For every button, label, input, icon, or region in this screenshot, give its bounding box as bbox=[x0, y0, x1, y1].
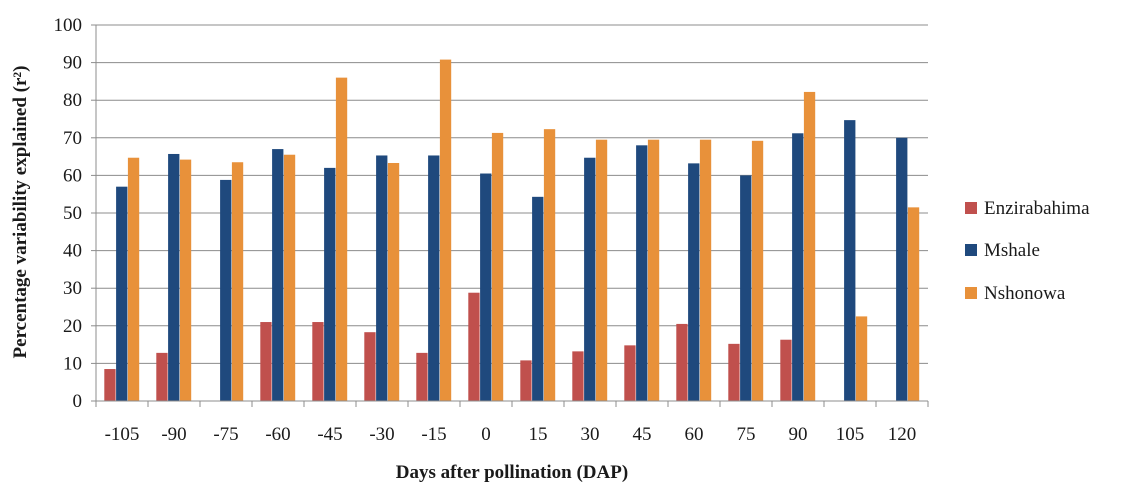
x-tick-label: 30 bbox=[581, 424, 600, 445]
bar-nshonowa--45 bbox=[335, 77, 348, 401]
x-tick-label: -60 bbox=[265, 424, 290, 445]
x-tick-label: 120 bbox=[888, 424, 917, 445]
y-tick-label: 80 bbox=[63, 90, 82, 111]
x-tick-label: 75 bbox=[737, 424, 756, 445]
legend-swatch-mshale bbox=[965, 244, 977, 256]
x-tick-label: 60 bbox=[685, 424, 704, 445]
x-tick-label: 105 bbox=[836, 424, 865, 445]
bar-nshonowa-120 bbox=[907, 207, 920, 401]
bar-enzirabahima-30 bbox=[572, 351, 584, 401]
bar-mshale-105 bbox=[844, 120, 856, 402]
bar-nshonowa-90 bbox=[803, 91, 816, 401]
bar-enzirabahima-90 bbox=[780, 339, 792, 401]
bar-mshale-90 bbox=[792, 133, 804, 401]
y-tick-label: 70 bbox=[63, 128, 82, 149]
x-tick-label: 45 bbox=[633, 424, 652, 445]
bar-mshale-30 bbox=[584, 157, 596, 401]
bar-nshonowa-30 bbox=[595, 139, 608, 401]
bar-nshonowa--105 bbox=[127, 157, 140, 401]
bar-enzirabahima--15 bbox=[416, 352, 428, 401]
axes: 0 10 20 30 40 50 60 70 80 90 100 -105 -90 -75 -60 -45 -3… bbox=[54, 15, 929, 445]
bar-mshale--45 bbox=[324, 167, 336, 401]
x-tick-label: -45 bbox=[317, 424, 342, 445]
bar-mshale-15 bbox=[532, 196, 544, 401]
bar-enzirabahima-0 bbox=[468, 292, 480, 401]
bar-mshale-60 bbox=[688, 163, 700, 401]
bar-mshale--75 bbox=[220, 179, 232, 401]
bar-nshonowa-15 bbox=[543, 129, 556, 402]
bar-mshale--15 bbox=[428, 155, 440, 401]
bar-nshonowa--90 bbox=[179, 159, 192, 401]
bar-nshonowa--15 bbox=[439, 59, 452, 401]
x-tick-label: 0 bbox=[481, 424, 491, 445]
legend-swatch-enzirabahima bbox=[965, 202, 977, 214]
bar-mshale--105 bbox=[116, 186, 128, 401]
legend-label-nshonowa: Nshonowa bbox=[984, 283, 1066, 304]
bar-nshonowa-45 bbox=[647, 139, 660, 401]
y-tick-label: 90 bbox=[63, 53, 82, 74]
x-tick-label: 90 bbox=[789, 424, 808, 445]
y-tick-label: 0 bbox=[73, 391, 83, 412]
bar-nshonowa-60 bbox=[699, 139, 712, 401]
x-tick-label: -75 bbox=[213, 424, 238, 445]
bar-mshale-0 bbox=[480, 173, 492, 401]
bar-nshonowa--30 bbox=[387, 162, 400, 401]
legend-label-enzirabahima: Enzirabahima bbox=[984, 198, 1090, 219]
bar-nshonowa-105 bbox=[855, 316, 868, 401]
bar-enzirabahima--90 bbox=[156, 352, 168, 401]
x-axis-title: Days after pollination (DAP) bbox=[396, 462, 628, 483]
bar-enzirabahima-75 bbox=[728, 343, 740, 401]
bar-mshale--60 bbox=[272, 149, 284, 401]
x-tick-label: -15 bbox=[421, 424, 446, 445]
bars bbox=[104, 59, 920, 402]
y-tick-label: 40 bbox=[63, 241, 82, 262]
bar-mshale--90 bbox=[168, 153, 180, 401]
bar-mshale-45 bbox=[636, 145, 648, 401]
x-tick-label: -90 bbox=[161, 424, 186, 445]
bar-mshale-75 bbox=[740, 175, 752, 401]
y-axis-title: Percentage variability explained (r²) bbox=[10, 66, 31, 359]
bar-enzirabahima--45 bbox=[312, 322, 324, 401]
y-tick-label: 50 bbox=[63, 203, 82, 224]
bar-nshonowa-75 bbox=[751, 140, 764, 402]
bar-enzirabahima-15 bbox=[520, 360, 532, 401]
bar-enzirabahima-45 bbox=[624, 345, 636, 401]
bar-nshonowa--75 bbox=[231, 162, 244, 401]
y-tick-label: 10 bbox=[63, 353, 82, 374]
y-tick-label: 60 bbox=[63, 165, 82, 186]
bar-enzirabahima--105 bbox=[104, 369, 116, 401]
bar-enzirabahima-60 bbox=[676, 323, 688, 401]
x-tick-label: -105 bbox=[105, 424, 140, 445]
legend-label-mshale: Mshale bbox=[984, 240, 1040, 261]
x-tick-label: 15 bbox=[529, 424, 548, 445]
legend-swatch-nshonowa bbox=[965, 287, 977, 299]
legend: Enzirabahima Mshale Nshonowa bbox=[965, 198, 1090, 304]
y-tick-label: 100 bbox=[54, 15, 83, 36]
bar-mshale--30 bbox=[376, 155, 388, 401]
bar-enzirabahima--60 bbox=[260, 322, 272, 401]
x-tick-label: -30 bbox=[369, 424, 394, 445]
y-tick-label: 20 bbox=[63, 316, 82, 337]
bar-nshonowa--60 bbox=[283, 154, 296, 401]
bar-mshale-120 bbox=[896, 137, 908, 402]
bar-enzirabahima--30 bbox=[364, 332, 376, 401]
bar-nshonowa-0 bbox=[491, 132, 504, 402]
y-tick-label: 30 bbox=[63, 278, 82, 299]
